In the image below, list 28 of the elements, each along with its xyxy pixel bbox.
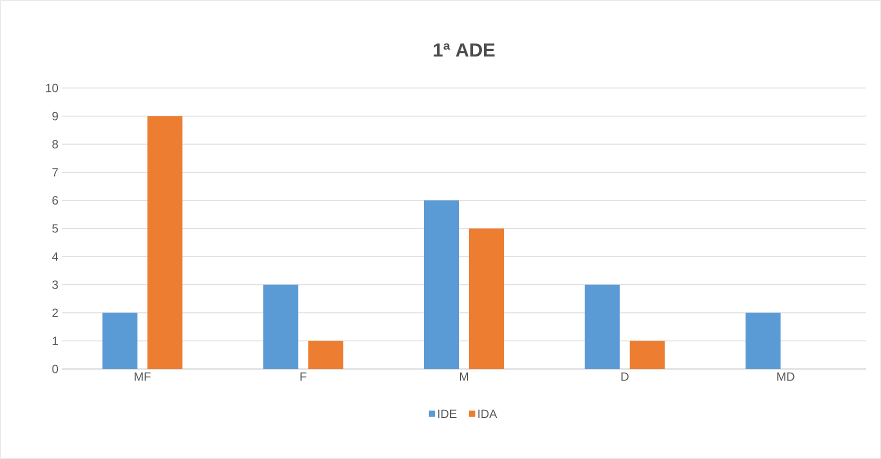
- y-tick-label: 10: [46, 84, 58, 92]
- bar: [746, 312, 781, 369]
- x-tick-label: F: [300, 372, 306, 381]
- x-tick-label: M: [460, 372, 468, 381]
- legend-label: IDA: [478, 410, 498, 418]
- legend-label: IDE: [438, 410, 456, 418]
- bar: [584, 284, 620, 369]
- y-tick-label: 0: [52, 364, 58, 374]
- y-tick-label: 4: [52, 252, 58, 261]
- bar: [102, 312, 138, 369]
- bar: [469, 228, 504, 369]
- bar: [630, 340, 665, 369]
- y-tick-label: 9: [52, 112, 58, 120]
- x-tick-label: MF: [134, 372, 151, 381]
- y-tick-label: 8: [52, 140, 58, 148]
- y-tick-label: 5: [52, 224, 58, 233]
- y-tick-label: 3: [52, 280, 58, 289]
- x-tick-label: D: [621, 372, 629, 381]
- y-tick-label: 6: [52, 196, 58, 205]
- bar: [424, 200, 460, 369]
- y-tick-label: 2: [52, 308, 58, 317]
- bar: [263, 284, 298, 369]
- bar: [147, 116, 182, 369]
- bar: [308, 340, 344, 369]
- y-tick-label: 7: [52, 168, 58, 176]
- chart-title: 1ª ADE: [434, 43, 495, 56]
- y-tick-label: 1: [52, 336, 58, 346]
- x-tick-label: MD: [777, 372, 794, 381]
